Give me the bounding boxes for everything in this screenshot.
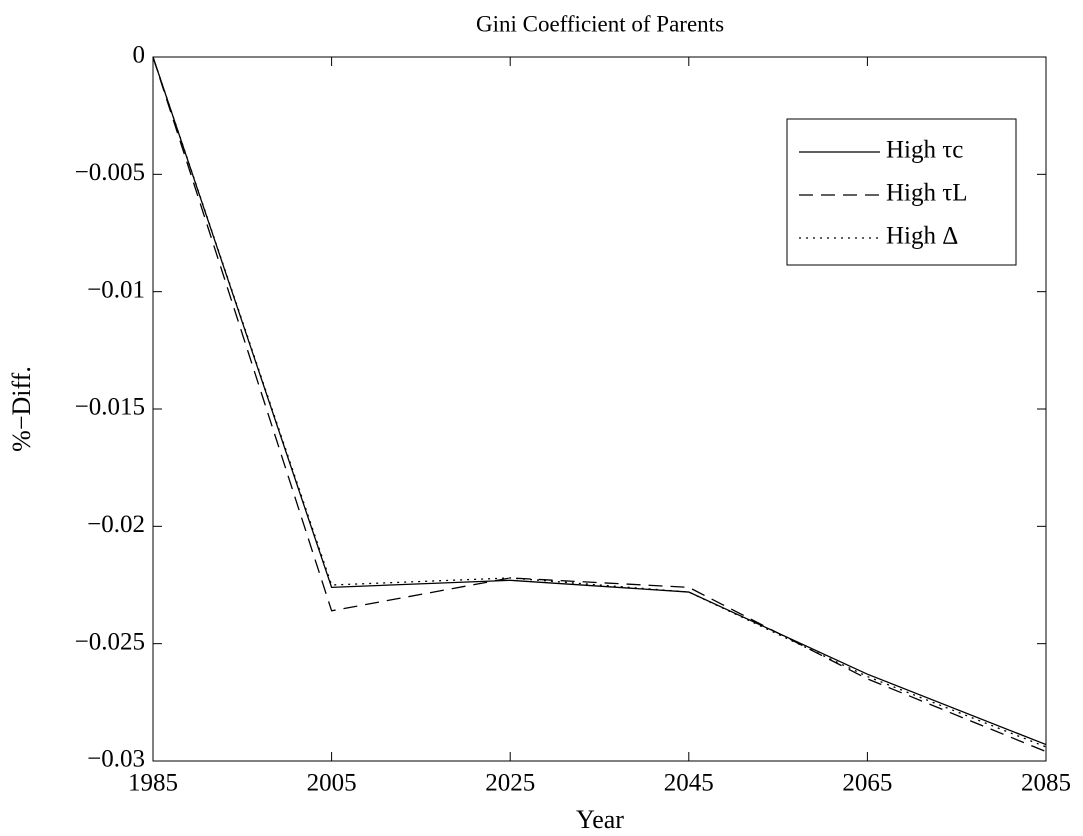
x-tick-label: 2005 <box>307 770 357 797</box>
y-tick-label: −0.025 <box>75 628 145 655</box>
x-tick-label: 1985 <box>128 770 178 797</box>
x-tick-label: 2065 <box>842 770 892 797</box>
chart-title: Gini Coefficient of Parents <box>476 11 724 36</box>
plot-frame <box>152 56 1047 762</box>
x-tick-label: 2025 <box>485 770 535 797</box>
y-tick-label: −0.03 <box>87 746 145 773</box>
y-tick-label: −0.02 <box>87 511 145 538</box>
x-axis-label: Year <box>576 805 624 834</box>
y-tick-label: −0.005 <box>75 159 145 186</box>
legend-label: High Δ <box>886 223 958 250</box>
x-tick-label: 2045 <box>664 770 714 797</box>
series-line <box>152 56 1047 746</box>
y-tick-label: −0.015 <box>75 394 145 421</box>
y-tick-label: 0 <box>133 42 146 69</box>
legend-label: High τL <box>886 180 968 207</box>
legend-box <box>786 118 1017 266</box>
legend-label: High τc <box>886 137 963 164</box>
series-line <box>152 56 1047 753</box>
y-tick-label: −0.01 <box>87 276 145 303</box>
x-tick-label: 2085 <box>1021 770 1071 797</box>
y-axis-label: %−Diff. <box>7 366 36 452</box>
